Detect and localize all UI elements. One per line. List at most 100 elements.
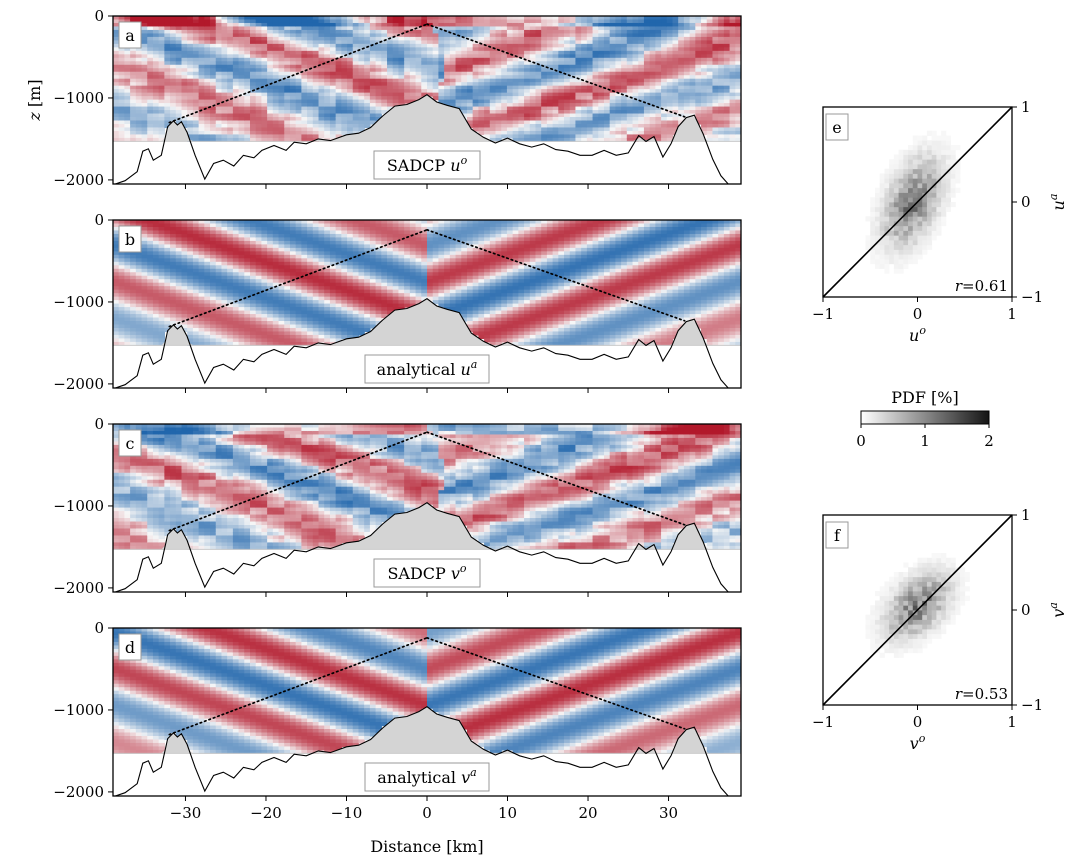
ray-left [168,431,428,532]
y-tick-label: 1 [1021,506,1031,524]
field-label: analytical ua [364,354,490,384]
x-tick-label: −10 [331,804,363,822]
y-axis-label: ua [1047,194,1068,211]
topography-fill [113,298,741,346]
one-to-one-line [822,106,1013,298]
field-label: SADCP vo [373,558,481,588]
panel-tag: f [834,526,841,545]
histogram-cells [865,553,970,658]
colorbar-tick-label: 2 [984,432,994,450]
x-tick-label: −1 [812,305,834,323]
section-field [113,220,741,388]
panel-tag-box [118,429,142,457]
correlation-label: r=0.53 [955,685,1008,703]
panel-d: 0 −1000 −2000 −30 −20 −10 0 10 20 30 d analytical v… [53,619,742,822]
x-tick-label: 30 [659,804,678,822]
field-label: SADCP uo [373,150,481,180]
topography-line [113,298,729,388]
panel-tag-box [118,21,142,49]
topography-line [113,502,729,592]
x-tick-label: 0 [913,305,923,323]
y-tick-label: −1000 [53,89,104,107]
field-label-text: SADCP uo [387,154,468,175]
x-tick-label: −30 [170,804,202,822]
y-tick-label: −2000 [53,783,104,801]
panel-tag-box [825,113,849,141]
histogram-cells [865,130,961,274]
y-tick-label: −1000 [53,497,104,515]
x-tick-label: −1 [812,713,834,731]
topography-line [113,706,729,796]
x-tick-label: 1 [1007,713,1017,731]
field-label-text: analytical ua [377,358,478,379]
one-to-one-line [822,514,1013,706]
y-tick-label: 0 [94,7,104,25]
x-tick-label: 1 [1007,305,1017,323]
y-axis-label: va [1047,602,1068,618]
colorbar-tick-label: 1 [920,432,930,450]
section-field [113,16,741,184]
section-field [113,628,741,796]
panel-tag-box [825,521,849,549]
panel-c: 0 −1000 −2000 c SADCP vo [53,415,742,597]
y-tick-label: −2000 [53,579,104,597]
ray-left [168,23,428,124]
section-field [113,424,741,592]
colorbar-tick-label: 0 [856,432,866,450]
colorbar-title: PDF [%] [891,388,958,407]
x-tick-label: 20 [578,804,597,822]
y-axis-label: z [m] [25,79,44,121]
y-tick-label: −1000 [53,701,104,719]
x-axis-label: vo [910,732,926,753]
field-label-text: SADCP vo [387,562,466,583]
field-label-box [373,150,481,180]
topography-fill [113,502,741,550]
x-axis-label: Distance [km] [370,837,483,856]
ray-right [426,636,686,730]
field-label: analytical va [364,762,490,792]
ray-right [426,228,686,322]
x-axis-label: uo [909,324,926,345]
y-tick-label: −1000 [53,293,104,311]
panel-tag: e [832,118,841,137]
topography-line [113,94,729,184]
panel-tag: c [126,434,135,453]
panel-tag-box [118,225,142,253]
topography-fill [113,706,741,754]
field-label-box [364,762,490,792]
ray-left [168,228,428,328]
colorbar: PDF [%] 0 1 2 [856,388,994,450]
panel-tag: b [125,230,135,249]
ray-right [426,23,686,118]
panel-tag-box [118,633,142,661]
field-label-box [364,354,490,384]
y-tick-label: 0 [94,415,104,433]
x-tick-label: 0 [913,713,923,731]
y-tick-label: 0 [94,619,104,637]
y-tick-label: 0 [94,211,104,229]
panel-a: 0 −1000 −2000 a SADCP uo [53,7,742,189]
field-label-text: analytical va [377,766,476,787]
ray-right [426,431,686,526]
panel-tag: a [125,26,135,45]
ray-left [168,636,428,736]
panel-b: 0 −1000 −2000 b analytical ua [53,211,742,393]
y-tick-label: −2000 [53,375,104,393]
y-tick-label: −1 [1021,288,1043,306]
topography-fill [113,94,741,142]
x-tick-label: −20 [250,804,282,822]
x-tick-label: 0 [422,804,432,822]
field-label-box [373,558,481,588]
panel-tag: d [125,638,135,657]
colorbar-gradient [860,410,990,425]
y-tick-label: −1 [1021,696,1043,714]
y-tick-label: 0 [1021,601,1031,619]
y-tick-label: −2000 [53,171,104,189]
y-tick-label: 0 [1021,193,1031,211]
correlation-label: r=0.61 [955,277,1008,295]
x-tick-label: 10 [498,804,517,822]
y-tick-label: 1 [1021,98,1031,116]
